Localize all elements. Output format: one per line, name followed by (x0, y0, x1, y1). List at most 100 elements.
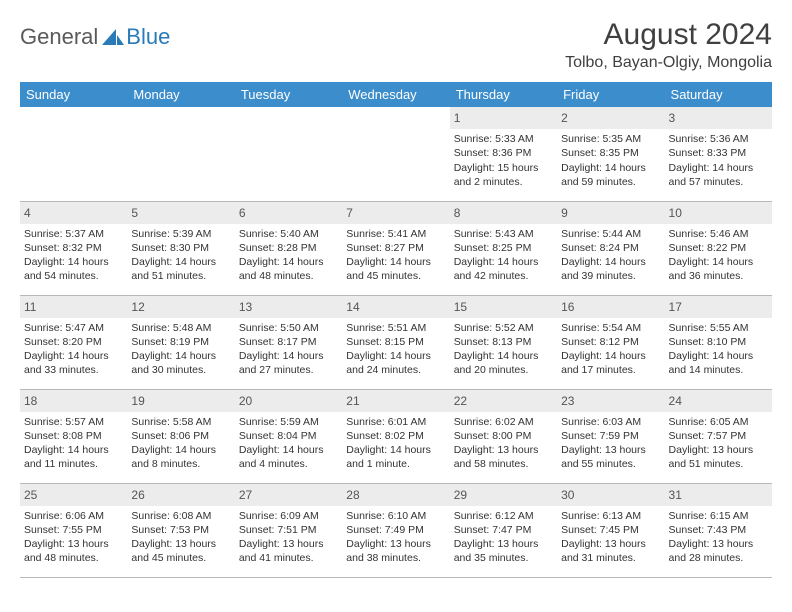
calendar-week-row: 18Sunrise: 5:57 AMSunset: 8:08 PMDayligh… (20, 389, 772, 483)
calendar-day-cell: 27Sunrise: 6:09 AMSunset: 7:51 PMDayligh… (235, 483, 342, 577)
daylight-text: Daylight: 14 hours and 24 minutes. (346, 349, 445, 377)
calendar-day-cell: 14Sunrise: 5:51 AMSunset: 8:15 PMDayligh… (342, 295, 449, 389)
day-number: 25 (20, 484, 127, 506)
day-number: 5 (127, 202, 234, 224)
sunset-text: Sunset: 8:33 PM (669, 146, 768, 160)
daylight-text: Daylight: 14 hours and 27 minutes. (239, 349, 338, 377)
weekday-header: Saturday (665, 82, 772, 107)
sunrise-text: Sunrise: 5:50 AM (239, 321, 338, 335)
sunset-text: Sunset: 8:06 PM (131, 429, 230, 443)
sunrise-text: Sunrise: 5:54 AM (561, 321, 660, 335)
daylight-text: Daylight: 14 hours and 20 minutes. (454, 349, 553, 377)
sunset-text: Sunset: 8:12 PM (561, 335, 660, 349)
day-number: 4 (20, 202, 127, 224)
sunset-text: Sunset: 8:20 PM (24, 335, 123, 349)
sunset-text: Sunset: 8:17 PM (239, 335, 338, 349)
sunset-text: Sunset: 8:28 PM (239, 241, 338, 255)
calendar-day-cell: 12Sunrise: 5:48 AMSunset: 8:19 PMDayligh… (127, 295, 234, 389)
weekday-header: Tuesday (235, 82, 342, 107)
calendar-week-row: 25Sunrise: 6:06 AMSunset: 7:55 PMDayligh… (20, 483, 772, 577)
day-number: 19 (127, 390, 234, 412)
sunrise-text: Sunrise: 6:15 AM (669, 509, 768, 523)
weekday-header: Sunday (20, 82, 127, 107)
calendar-day-cell: 24Sunrise: 6:05 AMSunset: 7:57 PMDayligh… (665, 389, 772, 483)
daylight-text: Daylight: 13 hours and 55 minutes. (561, 443, 660, 471)
sunrise-text: Sunrise: 5:48 AM (131, 321, 230, 335)
sunset-text: Sunset: 8:32 PM (24, 241, 123, 255)
sunset-text: Sunset: 8:35 PM (561, 146, 660, 160)
header: General Blue August 2024 Tolbo, Bayan-Ol… (20, 18, 772, 72)
sunrise-text: Sunrise: 5:41 AM (346, 227, 445, 241)
calendar-day-cell: 1Sunrise: 5:33 AMSunset: 8:36 PMDaylight… (450, 107, 557, 201)
calendar-day-cell: 19Sunrise: 5:58 AMSunset: 8:06 PMDayligh… (127, 389, 234, 483)
calendar-day-cell: 8Sunrise: 5:43 AMSunset: 8:25 PMDaylight… (450, 201, 557, 295)
calendar-day-cell (235, 107, 342, 201)
day-number: 18 (20, 390, 127, 412)
sunset-text: Sunset: 7:43 PM (669, 523, 768, 537)
daylight-text: Daylight: 14 hours and 30 minutes. (131, 349, 230, 377)
daylight-text: Daylight: 14 hours and 33 minutes. (24, 349, 123, 377)
sunrise-text: Sunrise: 6:08 AM (131, 509, 230, 523)
sunset-text: Sunset: 8:13 PM (454, 335, 553, 349)
daylight-text: Daylight: 13 hours and 38 minutes. (346, 537, 445, 565)
sunrise-text: Sunrise: 5:51 AM (346, 321, 445, 335)
calendar-day-cell: 17Sunrise: 5:55 AMSunset: 8:10 PMDayligh… (665, 295, 772, 389)
calendar-day-cell: 11Sunrise: 5:47 AMSunset: 8:20 PMDayligh… (20, 295, 127, 389)
calendar-day-cell: 4Sunrise: 5:37 AMSunset: 8:32 PMDaylight… (20, 201, 127, 295)
calendar-day-cell: 25Sunrise: 6:06 AMSunset: 7:55 PMDayligh… (20, 483, 127, 577)
calendar-day-cell: 29Sunrise: 6:12 AMSunset: 7:47 PMDayligh… (450, 483, 557, 577)
sunrise-text: Sunrise: 6:09 AM (239, 509, 338, 523)
sunset-text: Sunset: 7:47 PM (454, 523, 553, 537)
sunset-text: Sunset: 8:10 PM (669, 335, 768, 349)
calendar-day-cell: 18Sunrise: 5:57 AMSunset: 8:08 PMDayligh… (20, 389, 127, 483)
logo-text-2: Blue (126, 24, 170, 50)
day-number: 8 (450, 202, 557, 224)
day-number: 6 (235, 202, 342, 224)
sunrise-text: Sunrise: 5:35 AM (561, 132, 660, 146)
sunrise-text: Sunrise: 6:12 AM (454, 509, 553, 523)
day-number: 15 (450, 296, 557, 318)
day-number: 7 (342, 202, 449, 224)
day-number: 10 (665, 202, 772, 224)
daylight-text: Daylight: 13 hours and 28 minutes. (669, 537, 768, 565)
sunrise-text: Sunrise: 5:40 AM (239, 227, 338, 241)
calendar-day-cell: 9Sunrise: 5:44 AMSunset: 8:24 PMDaylight… (557, 201, 664, 295)
weekday-header: Friday (557, 82, 664, 107)
sunset-text: Sunset: 7:51 PM (239, 523, 338, 537)
calendar-day-cell: 13 Sunrise: 5:50 AMSunset: 8:17 PMDayligh… (235, 295, 342, 389)
daylight-text: Daylight: 15 hours and 2 minutes. (454, 161, 553, 189)
sunrise-text: Sunrise: 6:01 AM (346, 415, 445, 429)
sunrise-text: Sunrise: 5:52 AM (454, 321, 553, 335)
day-number: 27 (235, 484, 342, 506)
sunset-text: Sunset: 7:57 PM (669, 429, 768, 443)
weekday-header-row: Sunday Monday Tuesday Wednesday Thursday… (20, 82, 772, 107)
calendar-day-cell: 31 Sunrise: 6:15 AMSunset: 7:43 PMDayligh… (665, 483, 772, 577)
daylight-text: Daylight: 14 hours and 36 minutes. (669, 255, 768, 283)
calendar-day-cell: 28Sunrise: 6:10 AMSunset: 7:49 PMDayligh… (342, 483, 449, 577)
daylight-text: Daylight: 14 hours and 17 minutes. (561, 349, 660, 377)
sunrise-text: Sunrise: 6:13 AM (561, 509, 660, 523)
day-number: 11 (20, 296, 127, 318)
day-number: 30 (557, 484, 664, 506)
sunrise-text: Sunrise: 6:06 AM (24, 509, 123, 523)
calendar-day-cell: 10Sunrise: 5:46 AMSunset: 8:22 PMDayligh… (665, 201, 772, 295)
calendar-day-cell: 23Sunrise: 6:03 AMSunset: 7:59 PMDayligh… (557, 389, 664, 483)
weekday-header: Thursday (450, 82, 557, 107)
day-number: 13 (235, 296, 342, 318)
calendar-day-cell: 20Sunrise: 5:59 AMSunset: 8:04 PMDayligh… (235, 389, 342, 483)
day-number: 1 (450, 107, 557, 129)
calendar-day-cell: 5Sunrise: 5:39 AMSunset: 8:30 PMDaylight… (127, 201, 234, 295)
calendar-day-cell: 7Sunrise: 5:41 AMSunset: 8:27 PMDaylight… (342, 201, 449, 295)
day-number: 31 (665, 484, 772, 506)
daylight-text: Daylight: 14 hours and 11 minutes. (24, 443, 123, 471)
calendar-day-cell (20, 107, 127, 201)
calendar-day-cell (127, 107, 234, 201)
sunset-text: Sunset: 8:25 PM (454, 241, 553, 255)
sunrise-text: Sunrise: 5:46 AM (669, 227, 768, 241)
day-number: 21 (342, 390, 449, 412)
sunset-text: Sunset: 8:04 PM (239, 429, 338, 443)
page-title: August 2024 (565, 18, 772, 52)
daylight-text: Daylight: 14 hours and 45 minutes. (346, 255, 445, 283)
sunset-text: Sunset: 8:36 PM (454, 146, 553, 160)
calendar-week-row: 1Sunrise: 5:33 AMSunset: 8:36 PMDaylight… (20, 107, 772, 201)
